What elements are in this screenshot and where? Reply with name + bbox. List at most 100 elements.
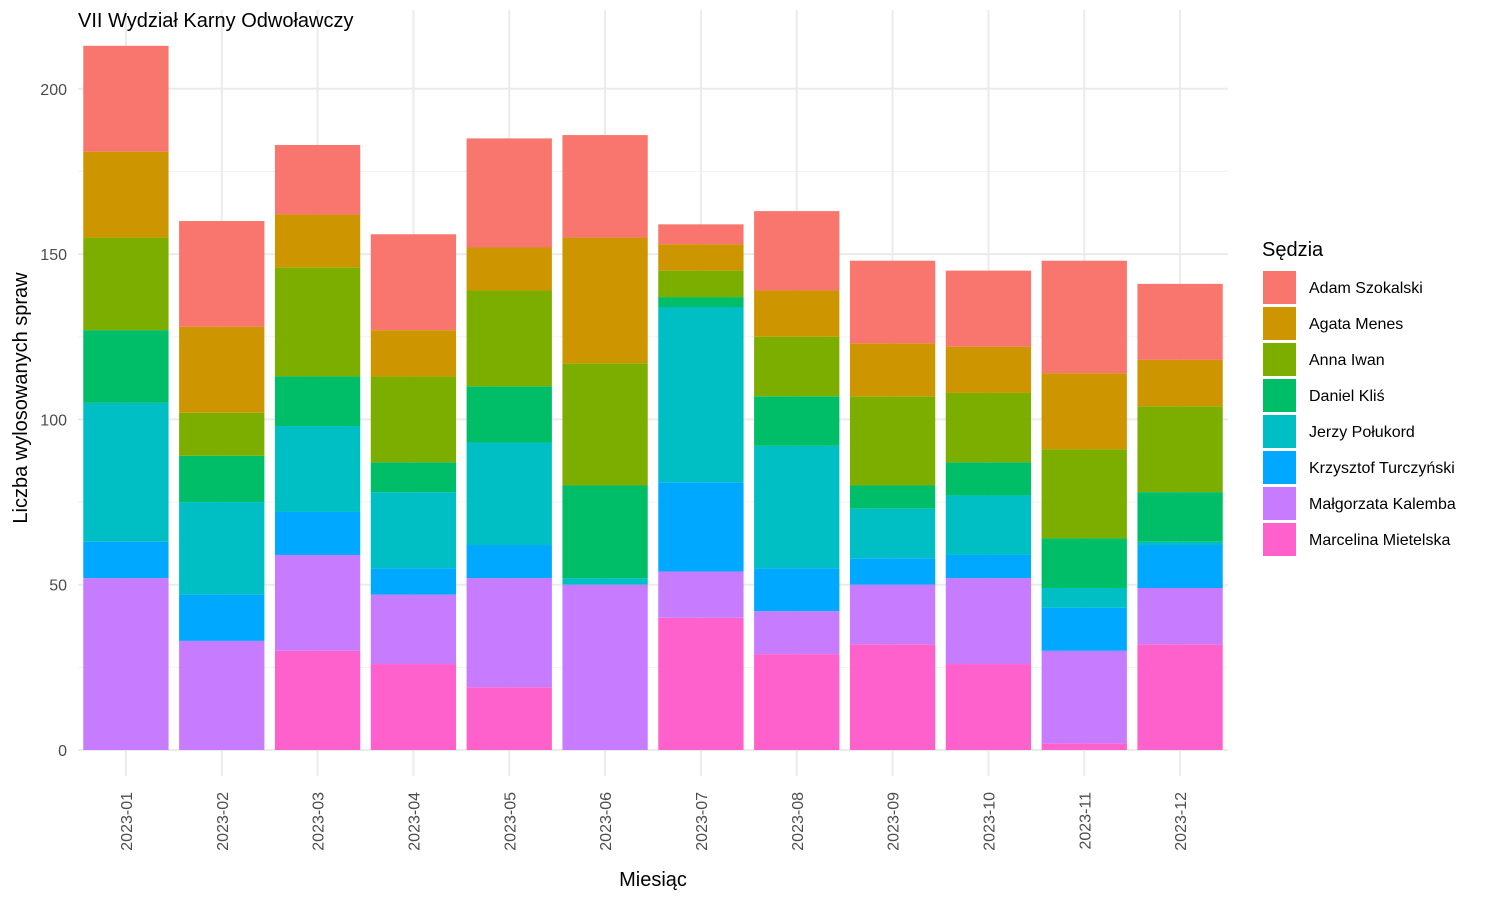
bar-segment xyxy=(1041,588,1127,608)
bar-segment xyxy=(754,290,840,337)
bar-segment xyxy=(658,617,744,750)
bar-segment xyxy=(1137,588,1223,645)
bar-segment xyxy=(274,145,361,215)
bar-segment xyxy=(754,336,840,397)
y-tick-label: 100 xyxy=(40,412,67,429)
x-tick-label: 2023-10 xyxy=(981,792,998,851)
bar-segment xyxy=(562,584,648,750)
bar-segment xyxy=(466,687,552,750)
bar-segment xyxy=(1137,541,1223,546)
legend: Sędzia Adam Szokalski Agata Menes Anna Iwa… xyxy=(1262,239,1456,556)
bar-segment xyxy=(179,412,265,456)
x-tick-label: 2023-07 xyxy=(694,792,711,851)
bar-segment xyxy=(83,45,169,152)
y-tick-label: 150 xyxy=(40,247,67,264)
bar-segment xyxy=(1137,283,1223,360)
bar-segment xyxy=(849,396,936,486)
bar-segment xyxy=(274,650,361,750)
bar-segment xyxy=(83,151,169,238)
x-tick-label: 2023-03 xyxy=(311,792,328,851)
bar-segment xyxy=(274,511,361,555)
bar-segment xyxy=(179,326,265,413)
bar-segment xyxy=(849,485,936,509)
x-axis-title: Miesiąc xyxy=(619,869,687,891)
bar-segment xyxy=(849,558,936,585)
y-tick-label: 200 xyxy=(40,82,67,99)
legend-key xyxy=(1263,451,1296,484)
x-tick-label: 2023-12 xyxy=(1173,792,1190,851)
x-tick-label: 2023-04 xyxy=(406,792,423,851)
x-tick-label: 2023-11 xyxy=(1077,792,1094,850)
bar-segment xyxy=(945,578,1032,665)
bar-segment xyxy=(658,224,744,245)
bar-segment xyxy=(83,402,169,542)
bar-segment xyxy=(466,138,552,248)
bar-segment xyxy=(658,270,744,298)
bar-segment xyxy=(849,508,936,559)
bar-segment xyxy=(83,578,169,750)
legend-label: Anna Iwan xyxy=(1309,352,1385,369)
bar-segment xyxy=(370,664,457,750)
bar-segment xyxy=(754,396,840,446)
bar-segment xyxy=(466,386,552,443)
bar-segment xyxy=(945,270,1032,347)
bar-segment xyxy=(179,221,265,327)
bar-segment xyxy=(1137,545,1223,589)
bar-segment xyxy=(179,502,265,595)
bar-segment xyxy=(754,654,840,750)
bar-segment xyxy=(754,211,840,291)
bar-segment xyxy=(1041,538,1127,589)
x-tick-label: 2023-08 xyxy=(790,792,807,851)
bar-segment xyxy=(1137,644,1223,750)
bar-segment xyxy=(370,462,457,493)
legend-title: Sędzia xyxy=(1262,239,1324,261)
bar-segment xyxy=(466,442,552,546)
bar-segment xyxy=(370,376,457,463)
bar-segment xyxy=(658,307,744,483)
bar-segment xyxy=(562,135,648,238)
bar-segment xyxy=(754,568,840,612)
axes: 0 50 100 150 200 2023-01 2023-02 2023-03 2023-04… xyxy=(40,82,1190,851)
x-tick-label: 2023-02 xyxy=(215,792,232,851)
bar-segment xyxy=(562,485,648,579)
x-tick-label: 2023-06 xyxy=(598,792,615,851)
bar-segment xyxy=(179,455,265,503)
legend-key xyxy=(1263,379,1296,412)
legend-label: Małgorzata Kalemba xyxy=(1309,496,1456,513)
legend-label: Marcelina Mietelska xyxy=(1309,532,1450,549)
x-tick-label: 2023-09 xyxy=(886,792,903,851)
bar-segment xyxy=(562,363,648,486)
bar-segment xyxy=(466,545,552,579)
legend-label: Krzysztof Turczyński xyxy=(1309,460,1455,477)
legend-key xyxy=(1263,271,1296,304)
bar-segment xyxy=(1041,373,1127,450)
x-tick-label: 2023-01 xyxy=(119,792,136,851)
bar-segment xyxy=(658,244,744,271)
chart-title: VII Wydział Karny Odwoławczy xyxy=(78,10,353,32)
bar-segment xyxy=(274,376,361,427)
bar-segment xyxy=(1041,743,1127,750)
bar-segment xyxy=(849,343,936,397)
bar-segment xyxy=(562,237,648,364)
x-tick-label: 2023-05 xyxy=(502,792,519,851)
legend-key xyxy=(1263,307,1296,340)
bar-segment xyxy=(274,426,361,512)
bar-segment xyxy=(849,260,936,344)
bar-segment xyxy=(274,554,361,651)
bar-segment xyxy=(83,330,169,403)
bar-segment xyxy=(179,594,265,641)
bar-segment xyxy=(945,462,1032,496)
legend-label: Jerzy Połukord xyxy=(1309,424,1415,441)
bar-segment xyxy=(754,445,840,569)
legend-label: Agata Menes xyxy=(1309,316,1403,333)
legend-label: Daniel Kliś xyxy=(1309,388,1385,405)
bar-segment xyxy=(370,234,457,331)
bar-segment xyxy=(370,330,457,377)
bar-segment xyxy=(849,644,936,750)
bar-segment xyxy=(1137,359,1223,407)
bar-segment xyxy=(83,237,169,331)
legend-key xyxy=(1263,415,1296,448)
bar-segment xyxy=(658,297,744,307)
bar-segment xyxy=(1137,492,1223,542)
bar-segment xyxy=(945,664,1032,750)
